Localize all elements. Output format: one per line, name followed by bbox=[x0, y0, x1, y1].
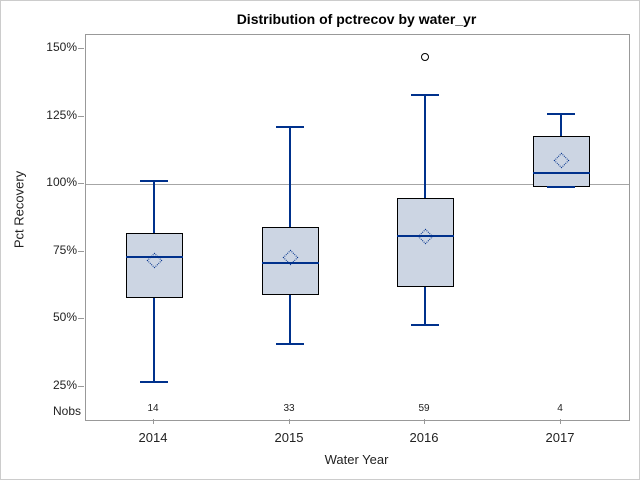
x-tick-mark bbox=[289, 419, 290, 424]
nobs-value: 33 bbox=[283, 403, 295, 414]
y-tick-label: 150% bbox=[46, 40, 77, 54]
box bbox=[396, 198, 454, 287]
whisker-cap-bottom bbox=[547, 186, 575, 188]
median-line bbox=[125, 256, 183, 258]
y-tick-label: 125% bbox=[46, 108, 77, 122]
y-tick-mark bbox=[78, 116, 84, 117]
y-tick-label: 50% bbox=[52, 310, 77, 324]
whisker-cap-bottom bbox=[411, 324, 439, 326]
x-tick-mark bbox=[424, 419, 425, 424]
nobs-value: 14 bbox=[147, 403, 159, 414]
whisker-cap-bottom bbox=[140, 381, 168, 383]
plot-area bbox=[85, 34, 630, 421]
whisker-cap-top bbox=[140, 180, 168, 182]
y-tick-mark bbox=[78, 251, 84, 252]
x-axis-title: Water Year bbox=[324, 452, 389, 467]
x-tick-mark bbox=[153, 419, 154, 424]
median-line bbox=[261, 262, 319, 264]
nobs-row-label: Nobs bbox=[52, 404, 81, 418]
whisker-cap-top bbox=[276, 126, 304, 128]
x-tick-label: 2017 bbox=[545, 430, 575, 445]
chart-title: Distribution of pctrecov by water_yr bbox=[236, 11, 477, 27]
y-tick-label: 75% bbox=[52, 243, 77, 257]
y-tick-label: 25% bbox=[52, 378, 77, 392]
box bbox=[261, 227, 319, 295]
reference-line bbox=[86, 184, 629, 185]
box bbox=[532, 136, 590, 187]
x-tick-label: 2015 bbox=[274, 430, 304, 445]
y-tick-mark bbox=[78, 318, 84, 319]
y-tick-mark bbox=[78, 183, 84, 184]
whisker-cap-bottom bbox=[276, 343, 304, 345]
box bbox=[125, 233, 183, 298]
y-tick-mark bbox=[78, 48, 84, 49]
x-tick-label: 2014 bbox=[138, 430, 168, 445]
x-tick-label: 2016 bbox=[409, 430, 439, 445]
y-tick-mark bbox=[78, 386, 84, 387]
nobs-value: 59 bbox=[418, 403, 430, 414]
median-line bbox=[396, 235, 454, 237]
whisker-cap-top bbox=[547, 113, 575, 115]
y-tick-label: 100% bbox=[46, 175, 77, 189]
outlier-point bbox=[421, 53, 429, 61]
nobs-value: 4 bbox=[557, 403, 563, 414]
median-line bbox=[532, 172, 590, 174]
x-tick-mark bbox=[560, 419, 561, 424]
whisker-cap-top bbox=[411, 94, 439, 96]
